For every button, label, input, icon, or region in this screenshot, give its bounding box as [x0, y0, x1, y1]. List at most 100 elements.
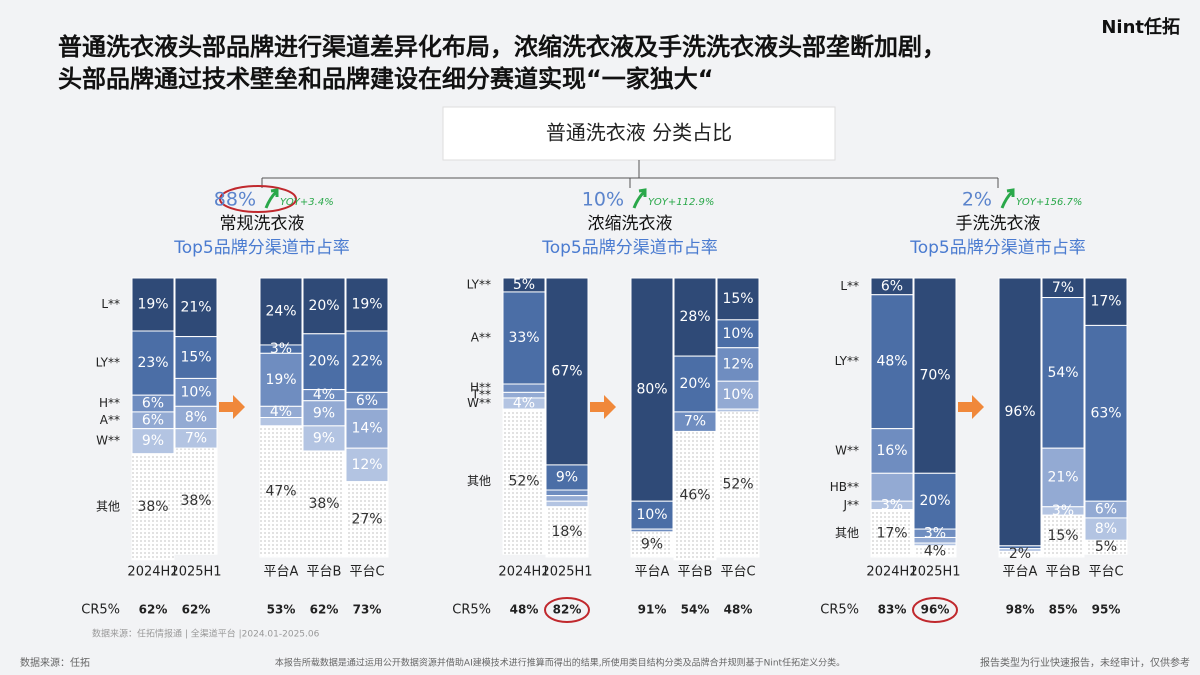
share: 2% [962, 189, 992, 211]
data-label: 15% [1047, 528, 1078, 544]
highlight [544, 597, 590, 623]
bar-segment [998, 277, 1042, 547]
legend-label: 其他 [835, 526, 859, 540]
cr5-value: 48% [724, 603, 753, 617]
bar-segment [1084, 539, 1128, 555]
bar-segment [545, 495, 589, 502]
cr5-value: 98% [1006, 603, 1035, 617]
data-label: 14% [351, 421, 382, 437]
legend-label: H** [470, 381, 491, 395]
data-label: 17% [876, 525, 907, 541]
cr5-value: 62% [182, 603, 211, 617]
yoy-arrow [1000, 188, 1015, 209]
bar-segment [673, 430, 717, 561]
data-label: 4% [313, 387, 335, 403]
legend-label: 其他 [467, 474, 491, 488]
data-label: 4% [513, 396, 535, 412]
data-label: 6% [142, 412, 164, 428]
cr5-value: 91% [638, 603, 667, 617]
data-label: 20% [308, 354, 339, 370]
data-label: 6% [142, 396, 164, 412]
x-label: 平台A [635, 565, 670, 580]
bar-segment [545, 500, 589, 508]
data-label: 24% [265, 303, 296, 319]
bar-segment [502, 383, 546, 393]
data-label: 7% [185, 430, 207, 446]
cr5-value: 73% [353, 603, 382, 617]
x-label: 平台B [678, 565, 713, 580]
data-label: 18% [551, 524, 582, 540]
data-label: 20% [919, 493, 950, 509]
panel-subtitle: Top5品牌分渠道市占率 [173, 238, 350, 258]
cr5-value: 96% [921, 603, 950, 617]
share: 10% [582, 189, 624, 211]
cr5-value: 53% [267, 603, 296, 617]
data-label: 46% [679, 488, 710, 504]
bar-segment [1041, 514, 1085, 558]
root-box [442, 106, 836, 161]
footer-left: 数据来源：任拓 [20, 656, 90, 669]
legend-label: LY** [467, 277, 491, 291]
bar-segment [716, 380, 760, 410]
cr5-label: CR5% [820, 603, 859, 618]
data-label: 8% [185, 410, 207, 426]
bar-segment [174, 377, 218, 407]
bar-segment [174, 277, 218, 338]
data-label: 23% [137, 355, 168, 371]
bar-segment [913, 472, 957, 530]
data-label: 15% [180, 350, 211, 366]
data-label: 19% [351, 297, 382, 313]
title: 普通洗衣液头部品牌进行渠道差异化布局，浓缩洗衣液及手洗洗衣液头部垄断加剧， [58, 33, 946, 61]
legend-label: H** [99, 396, 120, 410]
bar-segment [630, 277, 674, 502]
arrow [590, 395, 616, 419]
bar-segment [174, 336, 218, 379]
bar-segment [345, 330, 389, 393]
data-label: 54% [1047, 365, 1078, 381]
data-label: 8% [1095, 521, 1117, 537]
bar-segment [345, 447, 389, 483]
cr5-value: 83% [878, 603, 907, 617]
bar-segment [673, 277, 717, 357]
data-label: 20% [679, 376, 710, 392]
data-label: 38% [180, 493, 211, 509]
data-label: 63% [1090, 405, 1121, 421]
data-label: 33% [508, 330, 539, 346]
data-label: 19% [137, 297, 168, 313]
data-label: 27% [351, 511, 382, 527]
panel-subtitle: Top5品牌分渠道市占率 [541, 238, 718, 258]
data-label: 2% [1009, 546, 1031, 562]
cr5-value: 85% [1049, 603, 1078, 617]
yoy-arrow [264, 188, 279, 209]
bar-segment [302, 425, 346, 452]
data-label: 9% [313, 405, 335, 421]
panel-title: 手洗洗衣液 [956, 214, 1041, 234]
cr5-label: CR5% [452, 603, 491, 618]
data-label: 21% [1047, 469, 1078, 485]
data-label: 38% [137, 499, 168, 515]
data-label: 5% [1095, 539, 1117, 555]
bar-segment [345, 481, 389, 558]
data-label: 7% [684, 414, 706, 430]
data-label: 5% [513, 277, 535, 293]
bar-segment [870, 428, 914, 474]
data-label: 12% [351, 457, 382, 473]
data-label: 10% [636, 507, 667, 523]
x-label: 平台B [307, 565, 342, 580]
source: 数据来源：任拓情报通 | 全渠道平台 |2024.01-2025.06 [92, 628, 320, 640]
highlight [912, 597, 958, 623]
data-label: 4% [270, 404, 292, 420]
data-label: 4% [924, 543, 946, 559]
cr5-value: 62% [310, 603, 339, 617]
bar-segment [502, 291, 546, 385]
root-label: 普通洗衣液 分类占比 [546, 121, 732, 145]
data-label: 9% [641, 536, 663, 552]
x-label: 2024H1 [127, 565, 178, 580]
panel-subtitle: Top5品牌分渠道市占率 [909, 238, 1086, 258]
arrow [219, 395, 245, 419]
legend-label: T** [471, 388, 491, 402]
data-label: 9% [556, 469, 578, 485]
bar-segment [502, 408, 546, 555]
cr5-value: 48% [510, 603, 539, 617]
data-label: 38% [308, 496, 339, 512]
